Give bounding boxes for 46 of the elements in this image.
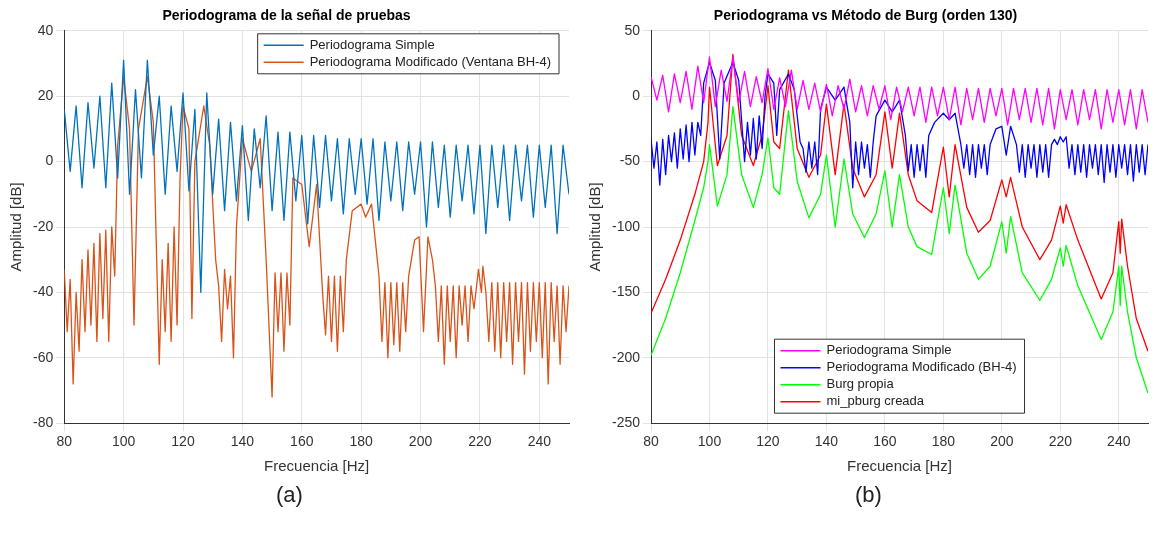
y-axis-title: Amplitud [dB] — [7, 182, 25, 272]
y-tick-label: 0 — [632, 87, 641, 104]
y-tick-label: -20 — [33, 217, 54, 234]
x-axis-title: Frecuencia [Hz] — [264, 457, 370, 475]
y-tick-label: 20 — [37, 87, 54, 104]
x-tick-label: 200 — [990, 433, 1014, 450]
y-tick-label: -100 — [611, 217, 641, 234]
x-tick-label: 160 — [290, 433, 314, 450]
y-tick-label: -50 — [619, 152, 641, 169]
legend-label: mi_pburg creada — [826, 393, 925, 409]
chart-title: Periodograma de la señal de pruebas — [162, 7, 411, 24]
x-tick-label: 220 — [1048, 433, 1073, 450]
legend-label: Burg propia — [826, 376, 895, 392]
x-tick-label: 200 — [408, 433, 433, 450]
x-tick-label: 140 — [814, 433, 839, 450]
x-tick-label: 80 — [56, 433, 73, 450]
y-tick-label: -80 — [33, 414, 54, 431]
x-tick-label: 240 — [1107, 433, 1131, 450]
y-tick-label: -200 — [611, 348, 641, 365]
x-tick-label: 180 — [349, 433, 374, 450]
y-tick-label: 50 — [624, 21, 641, 38]
y-tick-label: 40 — [37, 21, 54, 38]
legend-label: Periodograma Simple — [826, 342, 952, 358]
x-tick-label: 160 — [873, 433, 897, 450]
legend-label: Periodograma Modificado (Ventana BH-4) — [309, 53, 552, 69]
y-axis-title: Amplitud [dB] — [586, 182, 604, 272]
text: (b) — [854, 482, 883, 508]
legend-label: Periodograma Simple — [309, 36, 435, 52]
y-tick-label: 0 — [45, 152, 54, 169]
chart-title: Periodograma vs Método de Burg (orden 130) — [713, 7, 1018, 24]
x-tick-label: 120 — [756, 433, 780, 450]
x-axis-title: Frecuencia [Hz] — [846, 457, 953, 475]
y-tick-label: -150 — [611, 283, 641, 300]
x-tick-label: 140 — [230, 433, 255, 450]
y-tick-label: -60 — [33, 348, 54, 365]
x-tick-label: 100 — [111, 433, 136, 450]
x-tick-label: 240 — [527, 433, 552, 450]
y-tick-label: -250 — [611, 414, 641, 431]
legend-label: Periodograma Modificado (BH-4) — [826, 359, 1017, 375]
x-tick-label: 220 — [468, 433, 492, 450]
text: (a) — [275, 482, 304, 508]
x-tick-label: 80 — [643, 433, 660, 450]
y-tick-label: -40 — [33, 283, 54, 300]
x-tick-label: 180 — [931, 433, 956, 450]
x-tick-label: 100 — [697, 433, 722, 450]
x-tick-label: 120 — [171, 433, 195, 450]
